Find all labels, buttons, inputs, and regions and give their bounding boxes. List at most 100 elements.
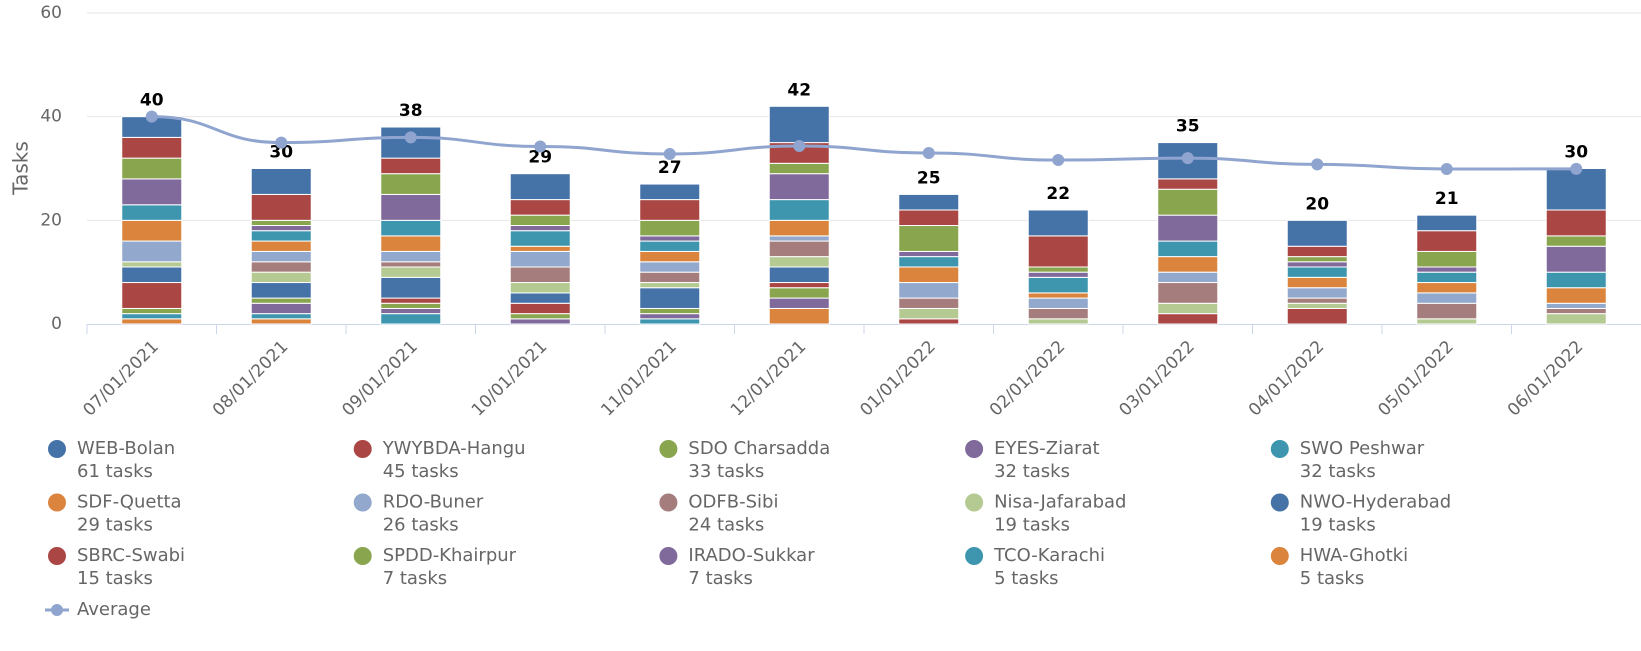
legend-count: 33 tasks — [688, 461, 764, 482]
bar-segment — [509, 245, 571, 252]
bar-segment — [509, 282, 571, 294]
bar-segment — [250, 271, 312, 284]
legend-label: SDO Charsadda — [688, 438, 830, 459]
bar-segment — [898, 282, 960, 299]
y-tick-label: 40 — [40, 107, 62, 127]
legend-swatch — [1270, 440, 1289, 458]
bar-segment — [1157, 282, 1219, 304]
legend-count: 45 tasks — [383, 461, 459, 482]
bar-segment — [250, 225, 312, 232]
average-marker — [922, 146, 935, 159]
bar-segment — [1416, 282, 1478, 294]
bar-segment — [639, 282, 701, 289]
bar-segment — [898, 256, 960, 268]
total-label: 21 — [1435, 189, 1459, 209]
bar-segment — [1545, 271, 1607, 289]
x-tick-label: 10/01/2021 — [468, 337, 551, 420]
legend-count: 19 tasks — [994, 515, 1070, 536]
legend-swatch — [48, 493, 66, 512]
bar-segment — [898, 266, 960, 284]
bar-segment — [1027, 235, 1089, 268]
bar-segment — [1545, 209, 1607, 237]
bar-segment — [1416, 250, 1478, 268]
bar-segment — [1157, 240, 1219, 258]
legend-label: HWA-Ghotki — [1300, 545, 1408, 566]
bar-segment — [1286, 276, 1348, 289]
legend-count: 32 tasks — [994, 461, 1070, 482]
bar-segment — [509, 292, 571, 304]
total-label: 27 — [658, 158, 682, 178]
bar-segment — [639, 261, 701, 273]
bar-segment — [1157, 271, 1219, 284]
bar-segment — [121, 157, 183, 180]
bar-segment — [250, 250, 312, 263]
bar-segment — [1286, 261, 1348, 268]
bar-segment — [1286, 266, 1348, 278]
total-label: 30 — [269, 143, 293, 163]
bar-segment — [509, 214, 571, 227]
legend-count: 19 tasks — [1300, 515, 1376, 536]
bar-segment — [1545, 313, 1607, 325]
legend-label: Average — [77, 599, 151, 620]
x-tick-label: 06/01/2022 — [1504, 337, 1587, 420]
average-line — [151, 115, 1577, 171]
bar-segment — [898, 193, 960, 211]
bar-segment — [380, 219, 442, 237]
legend-swatch — [965, 493, 984, 512]
bar-segment — [121, 240, 183, 263]
x-tick-label: 12/01/2021 — [727, 337, 810, 420]
legend-count: 15 tasks — [77, 568, 153, 589]
legend-label: ODFB-Sibi — [688, 492, 778, 513]
bar-segment — [1416, 302, 1478, 320]
bar-segment — [768, 240, 830, 258]
legend-swatch — [353, 493, 372, 512]
legend-label: IRADO-Sukkar — [688, 545, 815, 566]
legend-swatch — [965, 547, 984, 565]
bar-segment — [380, 307, 442, 315]
bar-segment — [250, 261, 312, 273]
total-label: 38 — [399, 101, 423, 121]
bar-segment — [1027, 307, 1089, 320]
legend-label: SPDD-Khairpur — [383, 545, 517, 566]
bar-segment — [768, 105, 830, 144]
bar-segment — [380, 157, 442, 175]
bar-segment — [1545, 245, 1607, 273]
bar-segment — [768, 173, 830, 201]
average-marker — [1311, 158, 1324, 171]
bar-segment — [768, 266, 830, 284]
bar-segment — [1416, 214, 1478, 232]
average-marker — [145, 110, 158, 123]
x-tick-label: 09/01/2021 — [338, 337, 421, 420]
bar-segment — [509, 199, 571, 216]
legend-swatch — [659, 440, 678, 458]
total-label: 42 — [787, 80, 811, 100]
bar-segment — [768, 235, 830, 242]
bar-segment — [1157, 178, 1219, 190]
x-tick-label: 11/01/2021 — [597, 337, 680, 420]
bar-segment — [639, 235, 701, 242]
bar-segment — [768, 297, 830, 309]
bar-segment — [1286, 219, 1348, 247]
bar-segment — [380, 250, 442, 263]
bar-segment — [250, 318, 312, 325]
bar-segment — [121, 282, 183, 309]
legend-swatch — [48, 440, 66, 458]
bar-segment — [898, 225, 960, 252]
bar-segment — [1416, 271, 1478, 284]
bar-segment — [121, 307, 183, 315]
bar-segment — [639, 240, 701, 252]
bar-segment — [1545, 302, 1607, 309]
bar-segment — [639, 199, 701, 221]
x-tick-label: 02/01/2022 — [986, 337, 1069, 420]
bar-segment — [380, 235, 442, 252]
legend-count: 5 tasks — [1300, 568, 1364, 589]
average-marker — [1181, 152, 1194, 165]
bar-segment — [1545, 287, 1607, 304]
bar-segment — [380, 193, 442, 221]
average-marker — [1570, 162, 1583, 175]
bar-segment — [509, 250, 571, 268]
average-marker — [275, 136, 288, 149]
bar-segment — [639, 307, 701, 315]
x-tick-label: 01/01/2022 — [856, 337, 939, 420]
legend-swatch — [1270, 547, 1289, 565]
